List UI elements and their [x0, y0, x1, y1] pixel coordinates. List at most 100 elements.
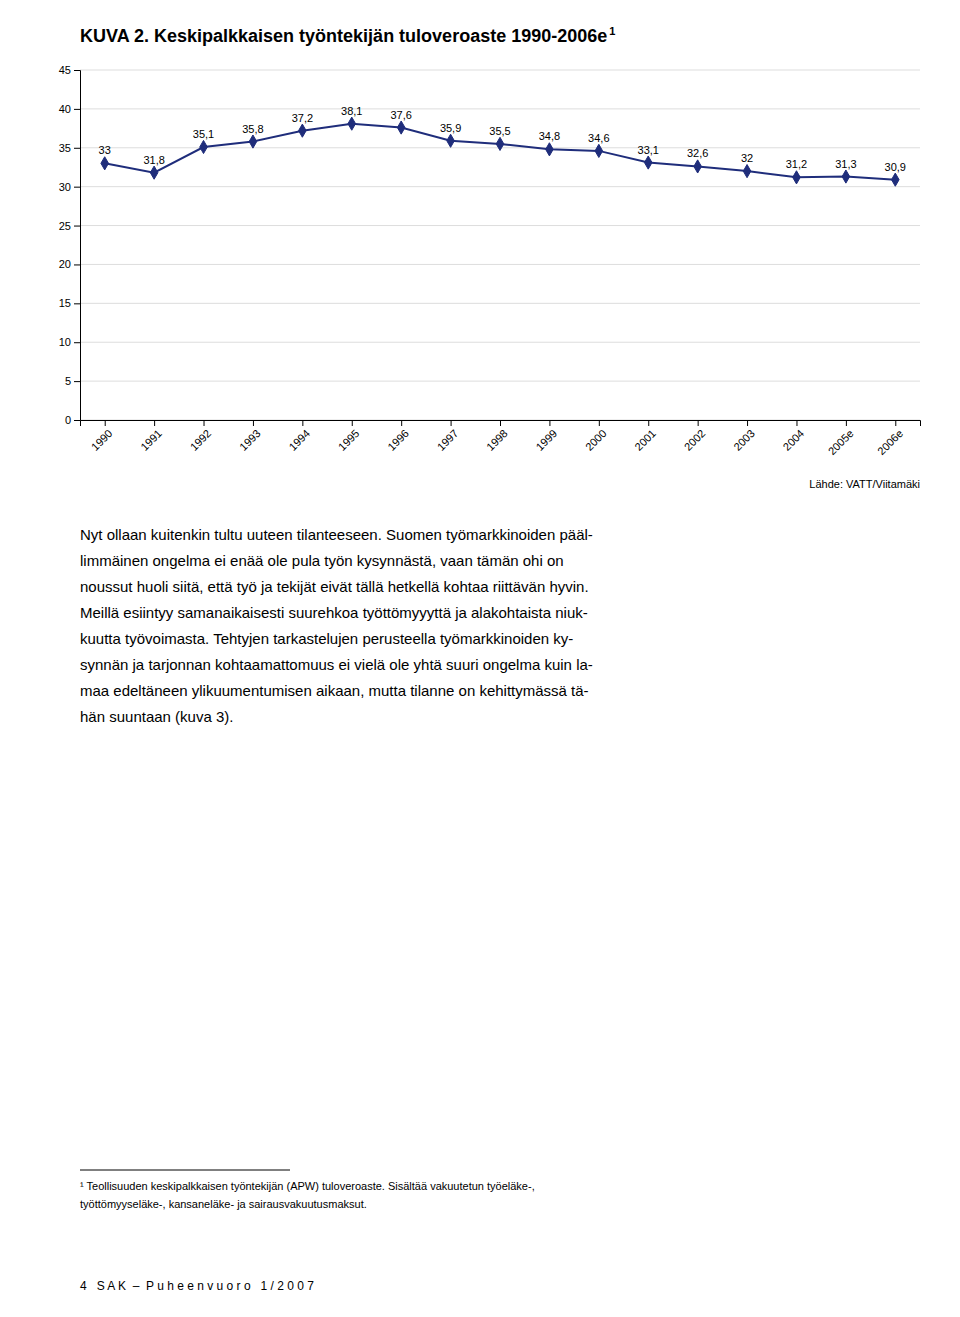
data-label: 35,5 — [489, 125, 510, 137]
x-tick: 2003 — [731, 420, 757, 453]
body-line: limmäinen ongelma ei enää ole pula työn … — [80, 552, 564, 569]
grid — [80, 70, 920, 420]
x-tick-label: 1998 — [484, 427, 510, 453]
y-tick: 30 — [59, 181, 80, 193]
grid-line — [80, 264, 920, 265]
x-tick: 1999 — [533, 420, 559, 453]
x-tick-mark — [796, 420, 797, 426]
data-label: 37,2 — [292, 112, 313, 124]
marker — [348, 117, 356, 130]
source: Lähde: VATT/Viitamäki — [809, 478, 920, 490]
grid-line — [80, 381, 920, 382]
x-tick-label: 1999 — [533, 427, 559, 453]
grid-line — [80, 342, 920, 343]
y-tick: 10 — [59, 336, 80, 348]
marker — [397, 121, 405, 134]
y-tick: 40 — [59, 103, 80, 115]
x-tick: 2000 — [583, 420, 609, 453]
marker — [793, 171, 801, 184]
marker — [694, 160, 702, 173]
data-label: 37,6 — [390, 109, 411, 121]
x-tick-mark — [648, 420, 649, 426]
y-tick-label: 45 — [59, 64, 71, 76]
body-line: synnän ja tarjonnan kohtaamattomuus ei v… — [80, 656, 593, 673]
x-tick-label: 2002 — [682, 427, 708, 453]
x-tick-mark — [846, 420, 847, 426]
x-tick: 1997 — [435, 420, 461, 453]
x-tick-label: 1996 — [385, 427, 411, 453]
x-tick-mark — [747, 420, 748, 426]
y-tick-mark — [74, 264, 80, 265]
data-label: 35,1 — [193, 128, 214, 140]
data-label: 31,3 — [835, 158, 856, 170]
x-tick-mark — [352, 420, 353, 426]
x-tick: 1993 — [237, 420, 263, 453]
y-tick: 0 — [65, 414, 80, 426]
title-superscript: 1 — [609, 25, 615, 37]
y-axis: 0 5 10 15 20 25 30 35 40 45 — [59, 64, 81, 426]
x-axis-line — [81, 421, 921, 427]
marker — [546, 143, 554, 156]
y-tick: 20 — [59, 258, 80, 270]
body-line: maa edeltäneen ylikuumentumisen aikaan, … — [80, 682, 589, 699]
y-tick-label: 40 — [59, 103, 71, 115]
body-line: Nyt ollaan kuitenkin tultu uuteen tilant… — [80, 526, 593, 543]
y-tick-label: 20 — [59, 258, 71, 270]
title-text: KUVA 2. Keskipalkkaisen työntekijän tulo… — [80, 26, 607, 46]
x-tick: 1990 — [89, 420, 115, 453]
x-tick-mark — [599, 420, 600, 426]
body-line: kuutta työvoimasta. Tehtyjen tarkasteluj… — [80, 630, 573, 647]
marker — [200, 140, 208, 153]
x-tick-mark — [401, 420, 402, 426]
marker — [644, 156, 652, 169]
footnote: ¹ Teollisuuden keskipalkkaisen työntekij… — [80, 1180, 535, 1192]
plot-area — [101, 117, 899, 186]
y-tick: 5 — [65, 375, 80, 387]
y-tick-mark — [74, 70, 80, 71]
x-tick: 1995 — [336, 420, 362, 453]
y-tick-label: 0 — [65, 414, 71, 426]
data-label: 30,9 — [885, 161, 906, 173]
x-tick: 1992 — [188, 420, 214, 453]
marker — [595, 144, 603, 157]
x-tick: 2004 — [781, 420, 807, 453]
footer: 4 S A K – P u h e e n v u o r o 1 / 2 0 … — [80, 1279, 314, 1293]
x-tick-mark — [253, 420, 254, 426]
y-tick-label: 30 — [59, 181, 71, 193]
data-labels: 3331,835,135,837,238,137,635,935,534,834… — [99, 105, 906, 173]
x-tick: 1994 — [286, 420, 312, 453]
marker — [299, 124, 307, 137]
x-tick: 1991 — [138, 420, 164, 453]
x-tick-label: 2000 — [583, 427, 609, 453]
grid-line — [80, 303, 920, 304]
body-line: noussut huoli siitä, että työ ja tekijät… — [80, 578, 589, 595]
x-tick-label: 1991 — [138, 427, 164, 453]
x-tick-label: 2004 — [781, 427, 807, 453]
y-tick-mark — [74, 148, 80, 149]
x-tick-label: 2005e — [826, 427, 856, 457]
y-tick-label: 15 — [59, 297, 71, 309]
data-label: 34,6 — [588, 132, 609, 144]
y-tick-mark — [74, 109, 80, 110]
y-tick-mark — [74, 303, 80, 304]
y-axis-line — [74, 71, 81, 421]
page: KUVA 2. Keskipalkkaisen työntekijän tulo… — [0, 0, 960, 1317]
y-tick-mark — [74, 342, 80, 343]
x-tick-mark — [451, 420, 452, 426]
body-text: Nyt ollaan kuitenkin tultu uuteen tilant… — [80, 526, 593, 725]
x-tick: 2005e — [826, 420, 856, 457]
x-tick-label: 1993 — [237, 427, 263, 453]
y-tick-label: 25 — [59, 220, 71, 232]
marker — [891, 173, 899, 186]
title: KUVA 2. Keskipalkkaisen työntekijän tulo… — [80, 25, 615, 46]
x-tick-label: 2001 — [632, 427, 658, 453]
y-tick-mark — [74, 420, 80, 421]
x-tick-mark — [895, 420, 896, 426]
x-tick: 2006e — [875, 420, 905, 457]
x-tick-mark — [500, 420, 501, 426]
y-tick-label: 35 — [59, 142, 71, 154]
grid-line — [80, 108, 920, 109]
footnote: työttömyyseläke-, kansaneläke- ja sairau… — [80, 1198, 367, 1210]
data-label: 35,9 — [440, 122, 461, 134]
x-tick-label: 1995 — [336, 427, 362, 453]
